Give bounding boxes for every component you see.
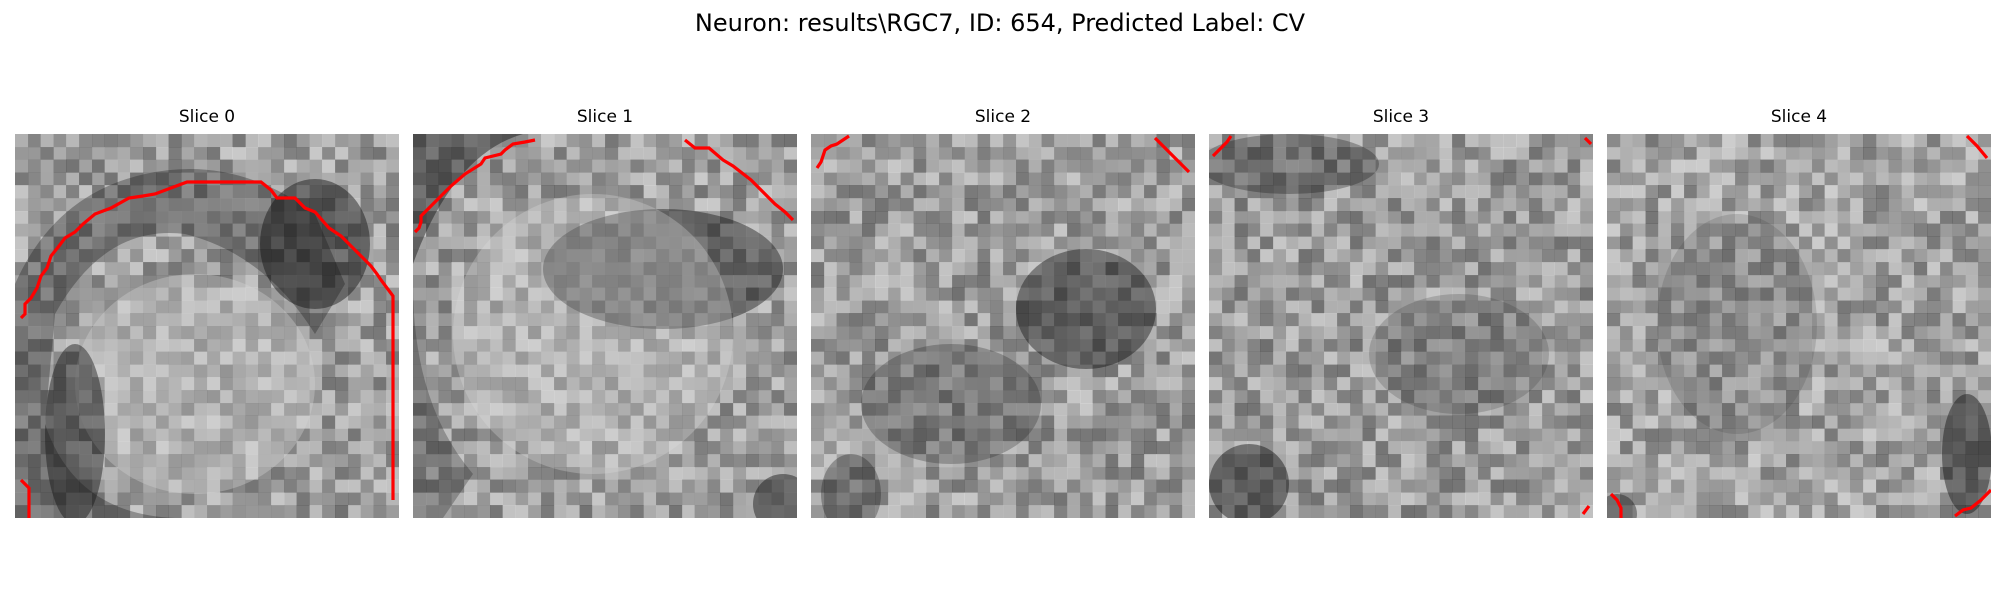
slice-panel-0: Slice 0 [15, 104, 399, 518]
slice-image-1 [413, 134, 797, 518]
slice-image-4 [1607, 134, 1991, 518]
contour-line [1954, 488, 1991, 518]
slice-panel-1: Slice 1 [413, 104, 797, 518]
contour-line [19, 478, 31, 518]
figure-title: Neuron: results\RGC7, ID: 654, Predicted… [694, 9, 1306, 37]
slice-title-4: Slice 4 [1770, 107, 1828, 127]
contour-line [19, 180, 395, 500]
contour-line [1609, 492, 1623, 518]
contour-line [1211, 135, 1233, 158]
slice-panel-4: Slice 4 [1607, 104, 1991, 518]
slice-panel-3: Slice 3 [1209, 104, 1593, 518]
slice-image-0 [15, 134, 399, 518]
slice-title-2: Slice 2 [974, 107, 1032, 127]
contour-line [1153, 136, 1191, 174]
contour-line [1581, 505, 1591, 515]
contour-line [413, 138, 536, 234]
slice-image-3 [1209, 134, 1593, 518]
slice-title-1: Slice 1 [576, 107, 634, 127]
contour-line [684, 138, 795, 222]
contour-line [1583, 136, 1593, 146]
slice-title-3: Slice 3 [1372, 107, 1430, 127]
contour-line [815, 134, 850, 169]
slice-title-0: Slice 0 [178, 107, 236, 127]
slice-image-2 [811, 134, 1195, 518]
slice-panel-2: Slice 2 [811, 104, 1195, 518]
contour-line [1965, 134, 1989, 160]
